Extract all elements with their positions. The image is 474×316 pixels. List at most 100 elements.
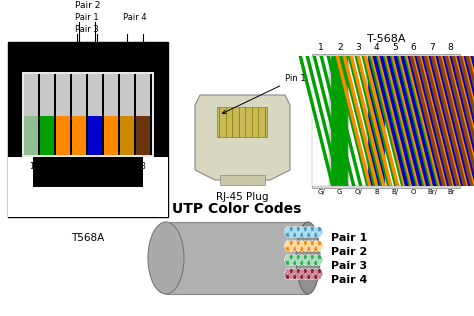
Bar [120, 116, 135, 155]
Text: 1: 1 [319, 43, 324, 52]
Polygon shape [462, 56, 474, 186]
Text: 4: 4 [77, 162, 82, 171]
Text: O: O [411, 189, 417, 195]
Polygon shape [410, 56, 447, 186]
Polygon shape [334, 56, 370, 186]
Polygon shape [356, 56, 392, 186]
Polygon shape [473, 56, 474, 186]
Text: 1: 1 [29, 162, 34, 171]
Text: Pair 4: Pair 4 [123, 13, 147, 22]
Polygon shape [440, 56, 474, 186]
Text: 2: 2 [337, 43, 343, 52]
Polygon shape [421, 56, 457, 186]
Polygon shape [414, 56, 450, 186]
Polygon shape [419, 56, 456, 186]
Bar [22, 72, 154, 157]
Polygon shape [428, 56, 465, 186]
Bar [38, 74, 40, 155]
Polygon shape [371, 56, 407, 186]
Polygon shape [347, 56, 383, 186]
Text: 2: 2 [45, 162, 50, 171]
Polygon shape [464, 56, 474, 186]
Bar [135, 74, 136, 155]
Polygon shape [383, 56, 419, 186]
Text: Pair 2: Pair 2 [331, 247, 367, 257]
Text: RJ-45 Plug: RJ-45 Plug [216, 192, 269, 202]
Text: Pair 3: Pair 3 [331, 261, 367, 271]
Polygon shape [373, 56, 409, 186]
Polygon shape [418, 56, 454, 186]
Polygon shape [423, 56, 459, 186]
Polygon shape [195, 95, 290, 180]
Polygon shape [364, 56, 400, 186]
Text: G/: G/ [318, 189, 325, 195]
Polygon shape [393, 56, 429, 186]
Polygon shape [355, 56, 391, 186]
Bar [56, 116, 71, 155]
Polygon shape [455, 56, 474, 186]
Bar [71, 74, 72, 155]
Text: 6: 6 [109, 162, 114, 171]
Polygon shape [8, 157, 168, 217]
Polygon shape [434, 56, 470, 186]
Text: 5: 5 [392, 43, 398, 52]
Bar [72, 116, 86, 155]
Text: 8: 8 [141, 162, 146, 171]
Text: Pair 2: Pair 2 [74, 1, 100, 10]
Polygon shape [453, 56, 474, 186]
Bar [86, 74, 88, 155]
Text: Br/: Br/ [427, 189, 437, 195]
Polygon shape [327, 56, 363, 186]
Bar [136, 74, 151, 155]
Polygon shape [343, 56, 379, 186]
Polygon shape [430, 56, 466, 186]
Polygon shape [312, 56, 348, 186]
Bar [88, 116, 102, 155]
Bar [349, 56, 366, 186]
Bar [118, 74, 120, 155]
Bar [217, 107, 267, 137]
Bar [56, 74, 71, 155]
Bar [136, 116, 151, 155]
Text: B/: B/ [392, 189, 399, 195]
Text: 4: 4 [374, 43, 380, 52]
Polygon shape [306, 56, 341, 186]
Bar [120, 74, 135, 155]
Polygon shape [458, 56, 474, 186]
Bar [423, 56, 440, 186]
Polygon shape [401, 56, 437, 186]
Bar [405, 56, 422, 186]
Polygon shape [446, 56, 474, 186]
Polygon shape [392, 56, 428, 186]
Polygon shape [375, 56, 411, 186]
Polygon shape [396, 56, 432, 186]
Polygon shape [466, 56, 474, 186]
Polygon shape [403, 56, 439, 186]
Polygon shape [443, 56, 474, 186]
Bar [151, 74, 152, 155]
Bar [40, 116, 55, 155]
Polygon shape [449, 56, 474, 186]
Text: O/: O/ [355, 189, 362, 195]
Polygon shape [405, 56, 441, 186]
Polygon shape [465, 56, 474, 186]
Polygon shape [445, 56, 474, 186]
Bar [312, 56, 329, 186]
Polygon shape [408, 56, 444, 186]
Polygon shape [438, 56, 474, 186]
Bar [331, 56, 348, 186]
Text: UTP Color Codes: UTP Color Codes [173, 202, 301, 216]
Polygon shape [471, 56, 474, 186]
Polygon shape [410, 56, 446, 186]
Polygon shape [362, 56, 398, 186]
Polygon shape [436, 56, 472, 186]
Bar [88, 74, 102, 155]
Bar [368, 56, 385, 186]
Polygon shape [427, 56, 463, 186]
Polygon shape [456, 56, 474, 186]
Polygon shape [468, 56, 474, 186]
Ellipse shape [296, 222, 320, 294]
Polygon shape [340, 56, 376, 186]
Polygon shape [377, 56, 413, 186]
Polygon shape [459, 56, 474, 186]
